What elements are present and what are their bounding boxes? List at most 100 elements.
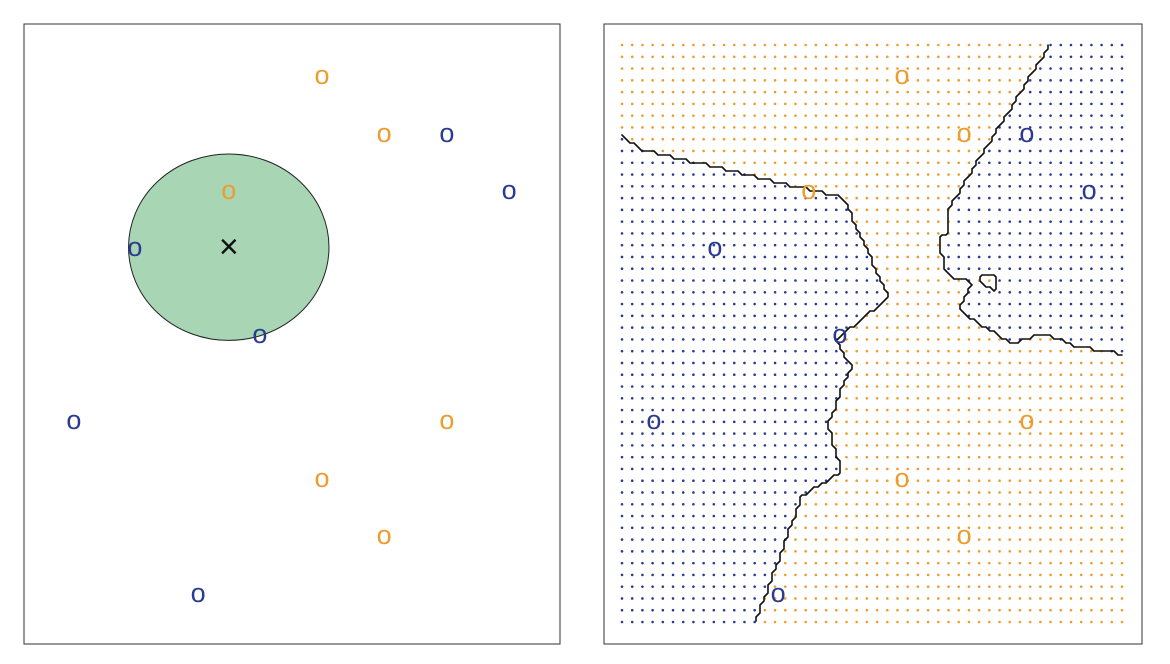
grid-dot (1120, 620, 1124, 624)
grid-dot (1008, 208, 1012, 212)
grid-dot (1039, 550, 1042, 553)
grid-dot (783, 149, 787, 153)
grid-dot (896, 444, 899, 447)
grid-dot (834, 349, 838, 353)
grid-dot (998, 196, 1001, 200)
grid-dot (1008, 196, 1012, 200)
grid-dot (1018, 597, 1022, 600)
grid-dot (1059, 385, 1063, 388)
grid-dot (845, 620, 848, 624)
grid-dot (743, 550, 746, 553)
grid-dot (977, 173, 981, 176)
grid-dot (722, 514, 726, 518)
grid-dot (783, 550, 787, 553)
grid-dot (977, 467, 981, 471)
grid-dot (671, 444, 675, 447)
grid-dot (783, 373, 787, 377)
grid-dot (763, 185, 767, 188)
grid-dot (977, 550, 981, 553)
grid-dot (998, 255, 1001, 259)
grid-dot (865, 373, 869, 377)
grid-dot (661, 502, 665, 506)
grid-dot (855, 514, 858, 518)
grid-dot (988, 126, 991, 129)
grid-dot (845, 43, 848, 47)
grid-dot (947, 597, 950, 600)
grid-dot (824, 279, 828, 282)
grid-dot (651, 185, 654, 188)
grid-dot (661, 420, 665, 424)
grid-dot (957, 102, 961, 106)
grid-dot (753, 255, 756, 259)
grid-dot (671, 90, 675, 94)
grid-dot (1120, 573, 1124, 577)
grid-dot (692, 608, 695, 612)
grid-dot (1120, 243, 1124, 247)
grid-dot (886, 185, 889, 188)
grid-dot (824, 349, 828, 353)
point: o (377, 520, 392, 550)
grid-dot (1018, 455, 1022, 459)
grid-dot (712, 243, 716, 247)
grid-dot (896, 620, 899, 624)
grid-dot (875, 526, 879, 530)
grid-dot (773, 573, 777, 577)
grid-dot (661, 361, 665, 365)
grid-dot (773, 220, 777, 223)
grid-dot (875, 196, 879, 200)
grid-dot (620, 573, 624, 577)
grid-dot (896, 467, 899, 471)
grid-dot (661, 338, 665, 341)
grid-dot (630, 608, 634, 612)
grid-dot (1049, 185, 1052, 188)
grid-dot (1059, 396, 1063, 400)
grid-dot (763, 314, 767, 318)
grid-dot (845, 126, 848, 129)
grid-dot (1069, 338, 1073, 341)
grid-dot (1018, 255, 1022, 259)
grid-dot (998, 420, 1001, 424)
grid-dot (1090, 302, 1093, 306)
grid-dot (783, 444, 787, 447)
grid-dot (661, 597, 665, 600)
grid-dot (1090, 385, 1093, 388)
grid-dot (824, 538, 828, 541)
grid-dot (732, 444, 736, 447)
grid-dot (1090, 608, 1093, 612)
grid-dot (773, 114, 777, 117)
grid-dot (763, 67, 767, 70)
grid-dot (865, 67, 869, 70)
grid-dot (967, 491, 971, 494)
grid-dot (630, 514, 634, 518)
grid-dot (630, 126, 634, 129)
grid-dot (1120, 137, 1124, 141)
grid-dot (722, 491, 726, 494)
grid-dot (988, 361, 991, 365)
grid-dot (671, 467, 675, 471)
grid-dot (753, 220, 756, 223)
grid-dot (1100, 608, 1103, 612)
grid-dot (1120, 279, 1124, 282)
grid-dot (957, 455, 961, 459)
grid-dot (1079, 467, 1083, 471)
grid-dot (977, 361, 981, 365)
grid-dot (712, 290, 716, 294)
grid-dot (743, 290, 746, 294)
grid-dot (855, 208, 858, 212)
grid-dot (1018, 208, 1022, 212)
grid-dot (865, 420, 869, 424)
grid-dot (651, 326, 654, 329)
grid-dot (886, 432, 889, 435)
grid-dot (998, 373, 1001, 377)
grid-dot (957, 149, 961, 153)
grid-dot (641, 396, 644, 400)
grid-dot (1100, 90, 1103, 94)
grid-dot (641, 243, 644, 247)
grid-dot (998, 561, 1001, 565)
grid-dot (988, 326, 991, 329)
grid-dot (947, 149, 950, 153)
grid-dot (1028, 620, 1032, 624)
grid-dot (1039, 196, 1042, 200)
grid-dot (794, 432, 797, 435)
grid-dot (783, 79, 787, 82)
